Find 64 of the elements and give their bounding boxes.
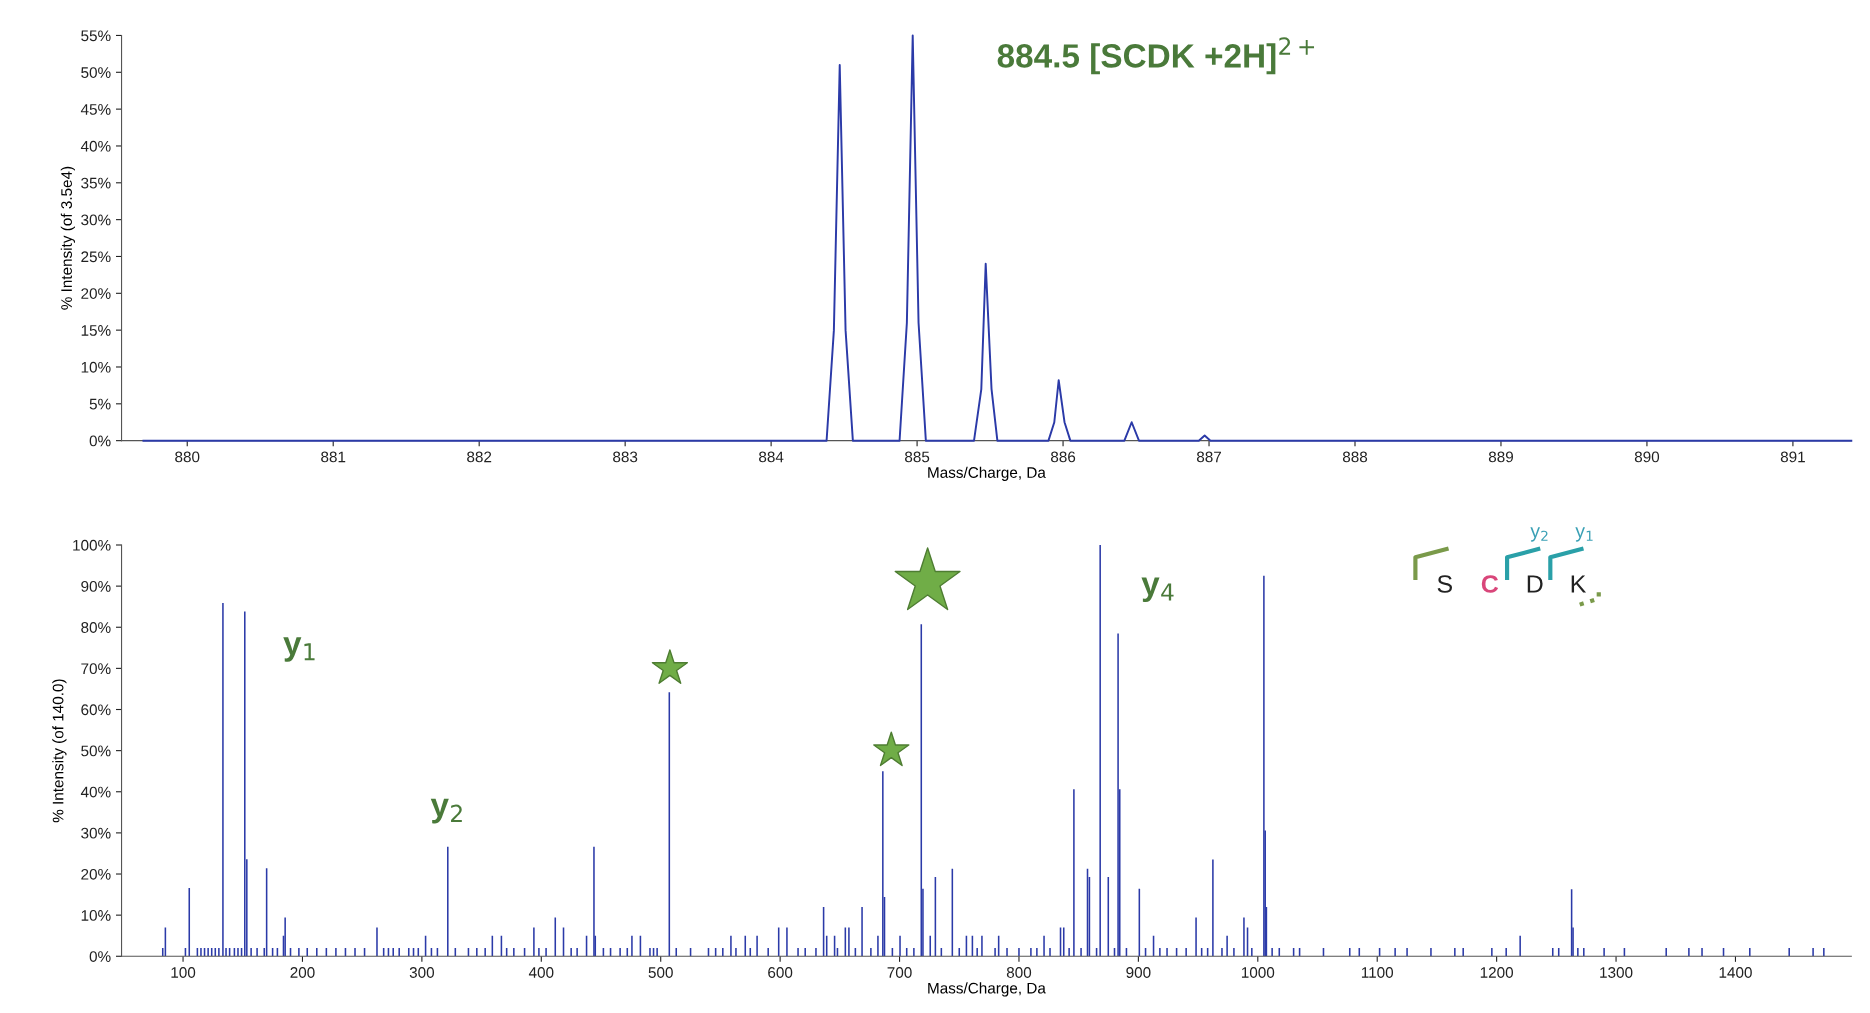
y-tick-label: 90% [81,580,111,592]
y-tick-label: 60% [81,704,111,716]
y-tick-label: 30% [81,827,111,839]
x-tick-label: 881 [321,451,346,463]
y-tick-label: 30% [81,214,111,226]
y-tick-label: 25% [81,251,111,263]
x-tick-label: 889 [1488,451,1513,463]
x-tick-label: 1400 [1719,967,1752,978]
annotation: K [1571,575,1587,593]
y-tick-label: 55% [81,30,111,42]
text: y$_{1}$ [1575,527,1593,542]
x-tick-label: 886 [1050,451,1076,463]
x-axis-title: Mass/Charge, Da [928,982,1046,997]
y-tick-label: 70% [81,663,111,675]
x-tick-label: 100 [171,967,196,978]
x-tick-label: 891 [1780,451,1805,463]
y-tick-label: 15% [81,325,111,336]
y-tick-label: 35% [81,177,111,189]
x-tick-label: 600 [768,967,793,978]
y-tick-label: 80% [81,622,111,633]
x-tick-label: 884 [759,451,784,463]
x-tick-label: 400 [528,967,554,978]
x-tick-label: 880 [175,451,200,463]
x-tick-label: 888 [1342,451,1368,463]
x-tick-label: 882 [467,451,492,463]
y-axis-title: % Intensity (of 3.5e4) [60,166,75,310]
x-tick-label: 800 [1006,967,1032,978]
y-tick-label: 50% [81,745,111,757]
line-series [142,34,1853,442]
x-tick-label: 700 [887,967,912,978]
x-tick-label: 883 [613,451,638,463]
annotation: y$_{4}$ [1141,577,1174,603]
annotation: C [1481,575,1499,593]
text: y$_{2}$ [1530,527,1548,542]
annotation: D [1527,575,1543,593]
x-tick-label: 885 [905,451,930,463]
annotation: y$_{2}$ [430,798,462,824]
x-tick-label: 1000 [1241,967,1275,978]
x-tick-label: 1100 [1361,967,1394,978]
y-tick-label: 45% [80,104,111,115]
x-axis-title: Mass/Charge, Da [928,466,1046,481]
chart-title: 884.5 [SCDK +2H]$^{2+}$ [997,37,1315,75]
annotation: y$_{1}$ [283,637,315,662]
x-tick-label: 200 [290,967,315,978]
x-tick-label: 887 [1196,451,1222,463]
x-tick-label: 1300 [1600,967,1633,978]
y-tick-label: 20% [81,868,111,880]
y-tick-label: 0% [89,435,111,447]
y-tick-label: 100% [73,539,111,551]
y-axis-title: % Intensity (of 140.0) [52,679,67,823]
y-tick-label: 40% [80,786,111,798]
y-tick-label: 5% [89,398,111,410]
y-tick-label: 50% [81,67,111,78]
x-tick-label: 890 [1634,451,1660,463]
y-tick-label: 10% [81,361,111,373]
x-tick-label: 300 [409,967,435,978]
x-tick-label: 900 [1126,967,1151,978]
annotation: S [1437,575,1452,593]
y-tick-label: 20% [81,288,111,299]
y-tick-label: 0% [89,951,111,962]
x-tick-label: 1200 [1480,967,1514,978]
y-tick-label: 40% [80,140,111,152]
x-tick-label: 500 [648,967,673,978]
y-tick-label: 10% [81,910,111,921]
